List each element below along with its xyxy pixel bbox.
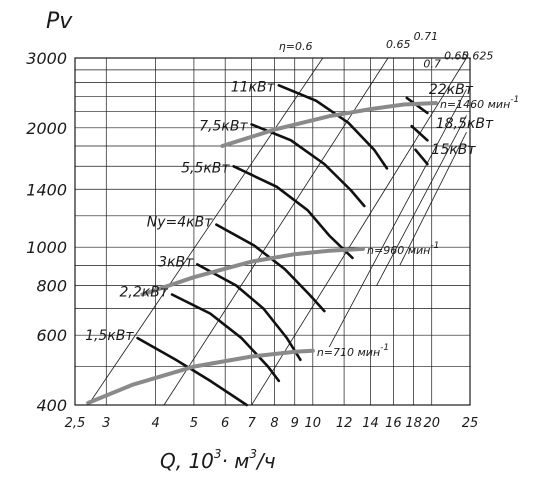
- efficiency-line-3: [328, 89, 467, 348]
- x-tick-16: 16: [385, 416, 402, 431]
- efficiency-line-0: [87, 57, 324, 406]
- power-curve-18-5квт: [410, 124, 429, 142]
- x-tick-8: 8: [270, 416, 278, 431]
- x-tick-4: 4: [151, 416, 159, 431]
- x-tick-18: 18: [405, 416, 422, 431]
- power-label-7-5квт: 7,5кВт: [199, 118, 248, 134]
- speed-label-0: n=1460 мин-1: [440, 95, 519, 111]
- speed-curve-1: [140, 246, 365, 297]
- power-curves: [136, 84, 429, 407]
- plot-border: [74, 57, 471, 406]
- x-axis-label-pre: Q, 10: [160, 449, 214, 473]
- efficiency-line-4: [376, 115, 467, 286]
- x-tick-2-5: 2,5: [65, 416, 86, 431]
- power-curve-11квт: [277, 84, 389, 170]
- x-axis-label: Q, 103· м3/ч: [160, 447, 276, 473]
- x-tick-10: 10: [305, 416, 322, 431]
- speed-label-text-1: n=960 мин: [367, 244, 430, 257]
- power-label-ny-4квт: Ny=4кВт: [147, 215, 213, 231]
- y-tick-1000: 1000: [26, 238, 67, 257]
- speed-label-exp-2: -1: [380, 343, 389, 353]
- efficiency-label-2: 0.71: [414, 30, 439, 43]
- efficiency-label-4: 0.65: [444, 49, 469, 62]
- speed-label-text-2: n=710 мин: [317, 346, 380, 359]
- x-tick-5: 5: [190, 416, 198, 431]
- power-curve-3квт: [196, 263, 302, 362]
- speed-curve-0: [220, 101, 438, 148]
- power-curve-15квт: [414, 148, 429, 166]
- power-label-11квт: 11кВт: [231, 79, 276, 95]
- efficiency-label-1: 0.65: [386, 38, 411, 51]
- x-axis-label-exp: 3: [214, 447, 222, 461]
- power-curve-ny-4квт: [215, 223, 326, 313]
- x-tick-9: 9: [291, 416, 299, 431]
- power-curve-2-2квт: [170, 293, 281, 383]
- x-tick-14: 14: [362, 416, 379, 431]
- power-label-5-5квт: 5,5кВт: [181, 160, 230, 176]
- power-label-22квт: 22кВт: [429, 82, 474, 98]
- y-tick-3000: 3000: [26, 49, 67, 68]
- power-label-1-5квт: 1,5кВт: [85, 328, 134, 344]
- efficiency-line-5: [399, 132, 467, 266]
- speed-curves: [86, 101, 438, 405]
- power-label-15квт: 15кВт: [432, 142, 477, 158]
- speed-label-text-0: n=1460 мин: [440, 98, 510, 111]
- speed-label-2: n=710 мин-1: [317, 343, 389, 359]
- efficiency-lines: [87, 57, 467, 406]
- power-label-2-2квт: 2,2кВт: [119, 284, 168, 300]
- x-tick-12: 12: [336, 416, 353, 431]
- speed-curve-2: [86, 348, 315, 405]
- curve-labels: 1,5кВт 2,2кВт 3кВт Ny=4кВт 5,5кВт 7,5кВт 11кВт…: [85, 30, 519, 359]
- y-tick-1400: 1400: [26, 180, 67, 199]
- x-axis-label-exp2: 3: [249, 447, 257, 461]
- y-tick-600: 600: [36, 326, 67, 345]
- power-label-18-5квт: 18,5кВт: [436, 116, 494, 132]
- power-label-3квт: 3кВт: [158, 254, 194, 270]
- grid: [74, 57, 471, 406]
- speed-label-exp-1: -1: [430, 241, 439, 251]
- y-tick-400: 400: [36, 396, 67, 415]
- speed-label-1: n=960 мин-1: [367, 241, 439, 257]
- plot-frame: [74, 57, 471, 406]
- efficiency-label-5: 0.625: [462, 49, 494, 62]
- x-tick-3: 3: [102, 416, 110, 431]
- speed-label-exp-0: -1: [510, 95, 519, 105]
- power-curve-5-5квт: [232, 165, 354, 260]
- power-curve-7-5квт: [250, 123, 366, 208]
- efficiency-label-0: η=0.6: [279, 40, 313, 53]
- y-tick-2000: 2000: [26, 119, 67, 138]
- x-axis-label-mid: · м: [222, 449, 250, 473]
- x-tick-7: 7: [247, 416, 256, 431]
- x-tick-25: 25: [462, 416, 479, 431]
- efficiency-line-2: [251, 57, 467, 406]
- power-curve-1-5квт: [136, 336, 248, 407]
- efficiency-label-3: 0.7: [423, 57, 441, 70]
- y-tick-800: 800: [36, 277, 67, 296]
- x-tick-6: 6: [221, 416, 229, 431]
- x-axis-label-post: /ч: [255, 449, 276, 473]
- y-axis-label: Pv: [46, 9, 73, 34]
- efficiency-line-1: [163, 57, 389, 406]
- x-tick-20: 20: [423, 416, 440, 431]
